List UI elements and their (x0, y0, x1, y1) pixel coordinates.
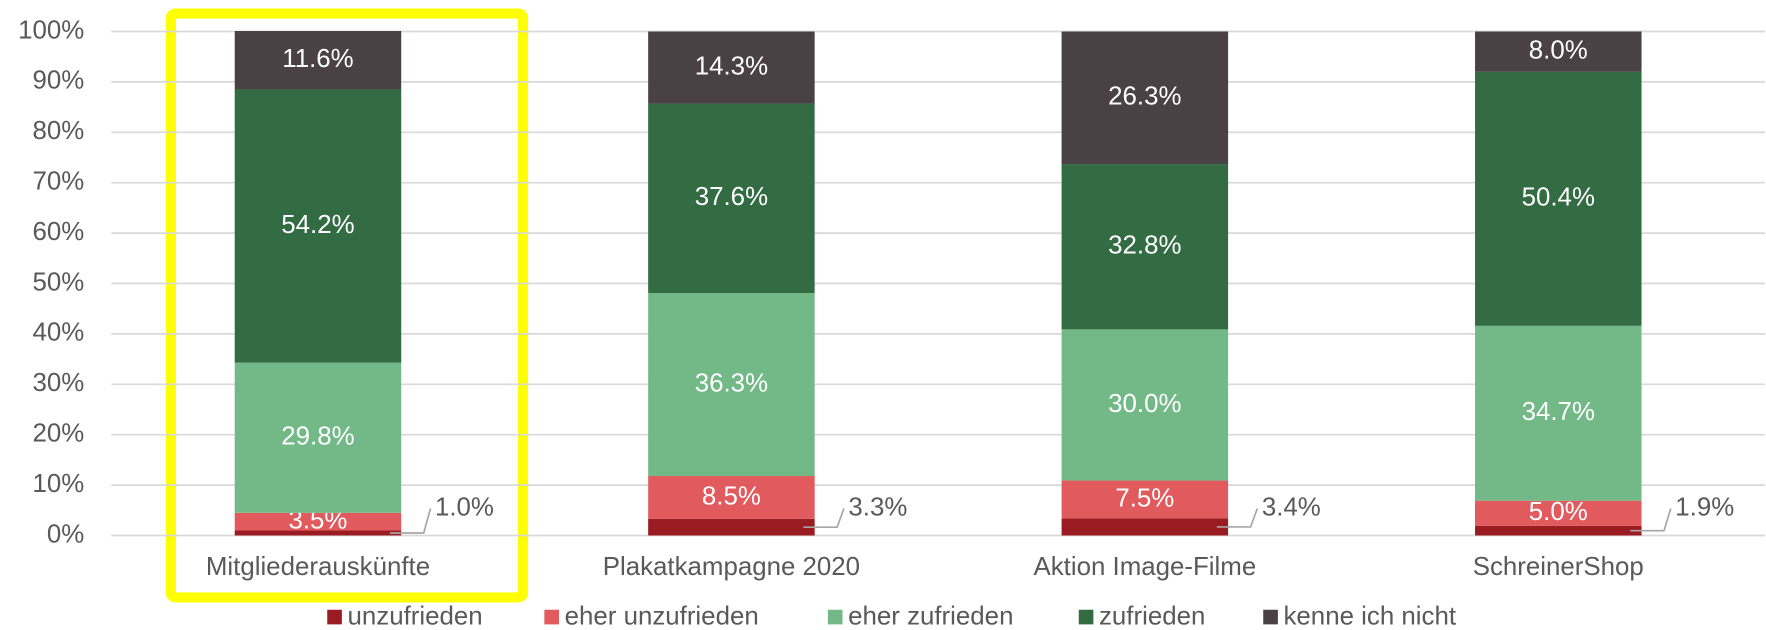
y-tick-label: 100% (18, 16, 84, 44)
bar-segment (1475, 31, 1642, 72)
legend-swatch (1078, 609, 1094, 625)
bar-segment (1475, 500, 1642, 526)
bar-segment (648, 31, 815, 104)
data-label: 54.2% (281, 211, 354, 239)
bar-segment (234, 530, 402, 536)
data-label: 11.6% (282, 45, 353, 73)
bar-segment (648, 518, 815, 536)
y-tick-label: 80% (32, 117, 84, 145)
x-tick-label: SchreinerShop (1473, 553, 1644, 581)
bar-segment (234, 89, 402, 363)
data-label: 34.7% (1522, 398, 1595, 426)
bar-segment (1475, 525, 1642, 536)
data-label: 26.3% (1108, 83, 1181, 111)
bar-segment (1061, 518, 1229, 536)
y-tick-label: 40% (32, 319, 84, 347)
data-label: 14.3% (695, 52, 768, 80)
bar-segment (234, 362, 402, 513)
data-label: 1.9% (1675, 493, 1734, 521)
data-label: 37.6% (695, 183, 768, 211)
data-label: 29.8% (281, 423, 354, 451)
y-tick-label: 50% (32, 268, 84, 296)
legend-label: eher unzufrieden (565, 602, 759, 630)
leader-line (1630, 508, 1672, 532)
bar-segment (1061, 164, 1229, 330)
bar-segment (1061, 480, 1229, 519)
y-tick-label: 90% (32, 67, 84, 95)
bar-segment (1061, 31, 1229, 165)
legend-swatch (544, 609, 559, 625)
bar-segment (648, 476, 815, 519)
data-label: 3.3% (848, 493, 907, 521)
bar-segment (234, 512, 402, 531)
leader-line (389, 508, 432, 534)
x-tick-label: Aktion Image-Filme (1033, 553, 1256, 581)
y-tick-label: 20% (32, 420, 84, 448)
data-label: 50.4% (1522, 184, 1595, 212)
bar-segment (1475, 325, 1642, 501)
legend-label: eher zufrieden (848, 602, 1013, 630)
legend-swatch (327, 609, 342, 625)
y-tick-label: 30% (32, 369, 84, 397)
highlight-box (165, 8, 529, 603)
y-tick-label: 70% (32, 168, 84, 196)
leader-line (1216, 508, 1259, 528)
x-tick-label: Plakatkampagne 2020 (603, 553, 860, 581)
bar-segment (1475, 71, 1642, 326)
data-label: 5.0% (1529, 498, 1588, 526)
data-label: 8.0% (1529, 36, 1588, 64)
legend-swatch (1263, 609, 1278, 625)
legend-label: kenne ich nicht (1284, 602, 1457, 630)
data-label: 3.4% (1262, 493, 1321, 521)
data-label: 36.3% (695, 369, 768, 397)
data-label: 7.5% (1115, 484, 1174, 512)
bar-segment (234, 30, 402, 90)
bar-segment (648, 103, 815, 294)
bar-segment (648, 293, 815, 477)
data-label: 32.8% (1108, 232, 1181, 260)
bar-segment (1061, 329, 1229, 481)
data-label: 30.0% (1108, 390, 1181, 418)
data-label: 1.0% (435, 493, 494, 521)
y-tick-label: 60% (32, 218, 84, 246)
x-tick-label: Mitgliederauskünfte (206, 553, 430, 581)
y-tick-label: 0% (47, 520, 84, 548)
leader-line (803, 508, 845, 529)
legend-label: zufrieden (1099, 602, 1205, 630)
legend-label: unzufrieden (348, 602, 483, 630)
data-label: 8.5% (702, 482, 761, 510)
y-tick-label: 10% (32, 470, 84, 498)
legend-swatch (827, 609, 843, 625)
